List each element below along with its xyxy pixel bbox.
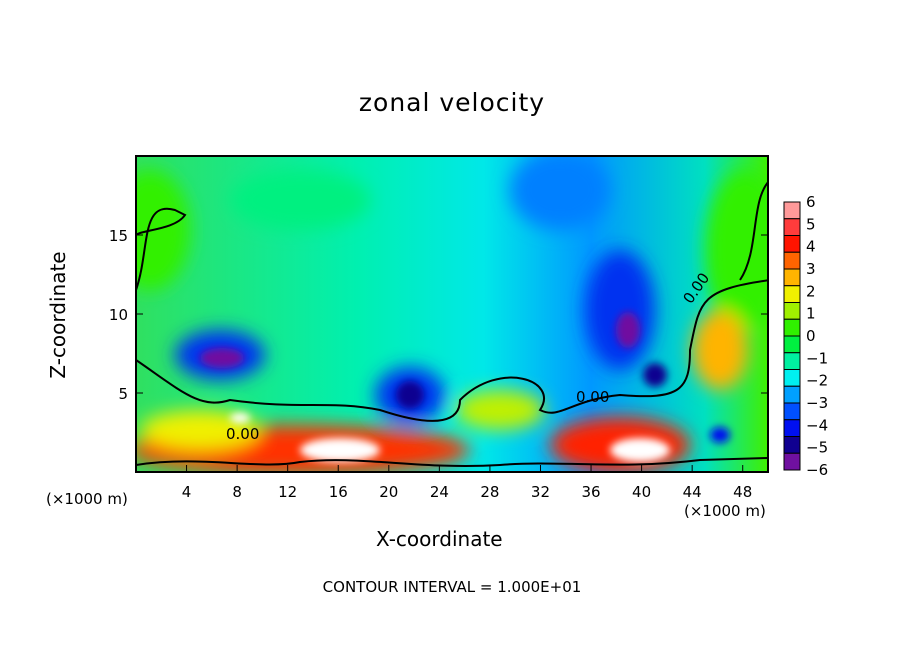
colorbar-swatch	[783, 452, 801, 471]
colorbar-swatch	[783, 402, 801, 421]
colorbar-tick-label: 3	[806, 260, 816, 278]
x-tick-label: 32	[531, 483, 550, 501]
x-tick-label: 28	[480, 483, 499, 501]
x-tick-label: 44	[683, 483, 702, 501]
z-unit-label: (×1000 m)	[684, 502, 766, 520]
colorbar-swatch	[783, 201, 801, 220]
colorbar-swatch	[783, 285, 801, 303]
y-tick-label: 15	[109, 227, 128, 245]
x-tick-label: 4	[182, 483, 192, 501]
colorbar-swatch	[783, 419, 801, 437]
x-tick-label: 48	[733, 483, 752, 501]
colorbar-swatch	[783, 335, 801, 354]
colorbar-tick-label: 6	[806, 193, 816, 211]
contour-interval-note: CONTOUR INTERVAL = 1.000E+01	[322, 578, 582, 596]
contour-field	[136, 156, 768, 472]
colorbar: 6 5 4 3 2 1 0 −1 −2 −3 −4 −5 −6	[783, 193, 828, 479]
colorbar-tick-label: 5	[806, 215, 816, 233]
colorbar-tick-label: −6	[806, 461, 828, 479]
colorbar-tick-label: −5	[806, 439, 828, 457]
x-axis: 4 8 12 16 20 24 28 32 36 40 44 48	[182, 465, 752, 501]
colorbar-tick-label: −4	[806, 416, 828, 434]
colorbar-swatch	[783, 235, 801, 253]
colorbar-tick-label: 0	[806, 327, 816, 345]
colorbar-swatch	[783, 268, 801, 287]
colorbar-swatch	[783, 302, 801, 320]
colorbar-tick-label: −3	[806, 394, 828, 412]
colorbar-swatch	[783, 318, 801, 337]
x-tick-label: 24	[430, 483, 449, 501]
x-tick-label: 20	[379, 483, 398, 501]
x-tick-label: 36	[581, 483, 600, 501]
colorbar-tick-label: −1	[806, 349, 828, 367]
y-axis-label: Z-coordinate	[46, 251, 70, 379]
x-tick-label: 8	[232, 483, 242, 501]
x-tick-label: 40	[632, 483, 651, 501]
colorbar-swatch	[783, 436, 801, 454]
x-tick-label: 16	[329, 483, 348, 501]
y-axis: 5 10 15	[109, 227, 768, 403]
colorbar-swatch	[783, 352, 801, 370]
x-unit-label: (×1000 m)	[46, 490, 128, 508]
x-axis-label: X-coordinate	[376, 527, 503, 551]
chart-title: zonal velocity	[358, 88, 546, 117]
colorbar-tick-label: −2	[806, 372, 828, 390]
colorbar-tick-label: 4	[806, 238, 816, 256]
colorbar-swatch	[783, 251, 801, 270]
y-tick-label: 10	[109, 306, 128, 324]
x-tick-label: 12	[278, 483, 297, 501]
contour-label: 0.00	[576, 388, 609, 406]
colorbar-swatch	[783, 385, 801, 404]
colorbar-swatch	[783, 369, 801, 387]
colorbar-tick-label: 2	[806, 282, 816, 300]
contour-label: 0.00	[226, 425, 259, 443]
y-tick-label: 5	[118, 385, 128, 403]
colorbar-swatch	[783, 218, 801, 236]
colorbar-tick-label: 1	[806, 305, 816, 323]
